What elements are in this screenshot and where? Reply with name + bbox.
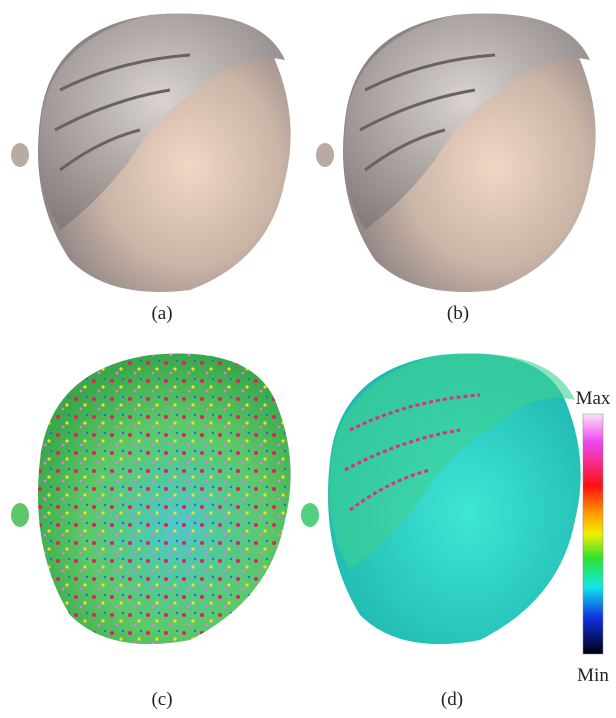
head-c	[11, 353, 291, 644]
head-d	[301, 353, 581, 644]
panel-label: (a)	[151, 303, 172, 324]
panel-label: (d)	[441, 689, 463, 710]
panel-label: (c)	[151, 689, 172, 710]
colorbar-max: Max	[576, 388, 611, 409]
colorbar	[583, 414, 603, 654]
panel-label: (b)	[447, 303, 469, 324]
head-a	[11, 13, 291, 292]
figure: (a) (b) (c) (d) Max Min	[0, 0, 616, 713]
colorbar-min: Min	[577, 665, 609, 686]
head-b	[316, 13, 596, 292]
